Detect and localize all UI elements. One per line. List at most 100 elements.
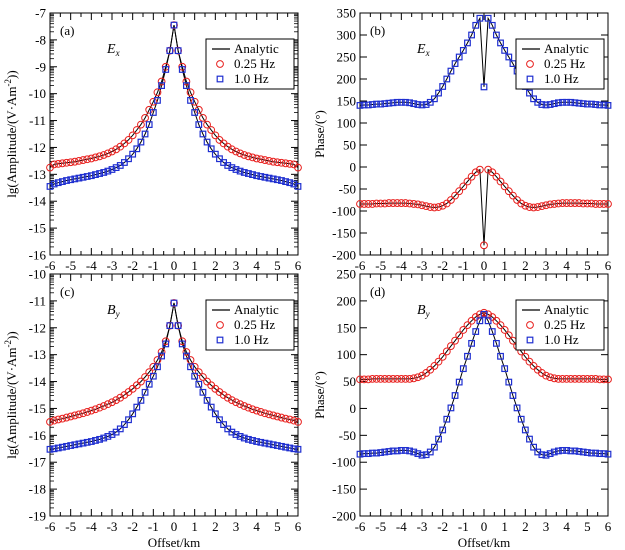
panel-label: (b) — [370, 23, 385, 38]
x-tick-label: -3 — [107, 519, 118, 534]
marker-025hz — [356, 200, 364, 208]
marker-10hz — [96, 170, 104, 177]
marker-10hz — [257, 438, 265, 446]
analytic-line-10hz — [359, 313, 609, 456]
panel-c: -6 -5 -4 -3 -2 -1 0 1 2 3 4 5 6-19-18-17-16-15-14-13… — [3, 267, 302, 550]
marker-025hz — [223, 142, 232, 151]
marker-025hz — [583, 199, 592, 208]
marker-10hz — [435, 435, 442, 443]
marker-025hz — [141, 113, 149, 122]
component-subscript: x — [115, 48, 120, 58]
marker-025hz — [223, 393, 232, 402]
marker-025hz — [182, 77, 191, 86]
marker-10hz — [63, 177, 70, 184]
marker-10hz — [377, 449, 385, 456]
marker-10hz — [554, 447, 562, 455]
marker-025hz — [595, 200, 604, 208]
marker-10hz — [178, 340, 186, 348]
marker-10hz — [108, 166, 116, 173]
marker-10hz — [385, 99, 393, 107]
marker-10hz — [158, 82, 166, 90]
x-tick-label: 0 — [171, 258, 178, 273]
marker-10hz — [455, 53, 463, 61]
marker-10hz — [240, 169, 248, 176]
legend-analytic-label: Analytic — [544, 41, 589, 56]
legend-box — [515, 38, 605, 90]
y-tick-label: -13 — [29, 347, 46, 362]
marker-10hz — [96, 435, 104, 443]
y-tick-label: -100 — [332, 455, 356, 470]
y-axis-title-sup: -2 — [3, 340, 13, 348]
marker-025hz — [103, 400, 112, 409]
marker-10hz — [104, 433, 112, 440]
marker-025hz — [91, 405, 100, 414]
marker-10hz — [604, 450, 612, 458]
marker-025hz — [269, 157, 278, 166]
x-tick-label: 5 — [584, 258, 591, 273]
marker-10hz — [509, 392, 517, 399]
y-tick-label: -100 — [332, 204, 356, 219]
marker-10hz — [149, 109, 157, 116]
legend-025hz-label: 0.25 Hz — [544, 317, 585, 332]
marker-10hz — [232, 166, 240, 173]
y-tick-label: -200 — [332, 248, 356, 263]
marker-10hz — [356, 101, 364, 109]
y-tick-label: -13 — [29, 167, 46, 182]
marker-10hz — [501, 46, 509, 54]
marker-10hz — [269, 441, 277, 449]
y-tick-label: -18 — [29, 482, 46, 497]
marker-10hz — [257, 173, 265, 180]
marker-025hz — [256, 408, 265, 416]
marker-025hz — [409, 374, 418, 383]
marker-10hz — [162, 66, 170, 73]
component-label: By — [107, 303, 120, 319]
legend-025hz-label: 0.25 Hz — [234, 56, 275, 71]
marker-025hz — [265, 156, 273, 165]
component-symbol: E — [106, 42, 116, 57]
marker-10hz — [174, 47, 182, 55]
marker-025hz — [393, 199, 402, 207]
marker-025hz — [385, 199, 393, 207]
marker-025hz — [137, 120, 145, 129]
marker-10hz — [542, 451, 550, 459]
marker-10hz — [67, 176, 75, 184]
marker-025hz — [240, 402, 249, 410]
marker-10hz — [364, 101, 372, 109]
marker-025hz — [537, 369, 546, 377]
marker-025hz — [389, 374, 397, 383]
marker-10hz — [559, 98, 566, 106]
marker-10hz — [75, 440, 83, 448]
marker-10hz — [426, 98, 434, 106]
marker-10hz — [87, 438, 95, 445]
marker-025hz — [157, 348, 166, 356]
y-tick-label: -14 — [29, 374, 47, 389]
x-tick-label: 2 — [522, 258, 529, 273]
y-tick-label: 0 — [350, 401, 357, 416]
marker-025hz — [190, 97, 199, 106]
marker-025hz — [587, 199, 596, 208]
marker-10hz — [571, 99, 579, 107]
marker-10hz — [187, 363, 194, 371]
marker-10hz — [50, 445, 58, 453]
marker-025hz — [207, 126, 216, 134]
y-tick-label: -150 — [332, 226, 356, 241]
y-tick-label: 0 — [350, 160, 357, 175]
analytic-line-10hz — [49, 302, 299, 450]
x-tick-label: -3 — [417, 258, 428, 273]
panel-label: (a) — [60, 23, 74, 38]
panel-label: (c) — [60, 284, 74, 299]
x-tick-label: 1 — [191, 519, 198, 534]
x-tick-label: 0 — [481, 519, 488, 534]
marker-025hz — [87, 154, 96, 163]
marker-10hz — [249, 171, 256, 179]
marker-10hz — [567, 447, 575, 455]
marker-10hz — [521, 426, 529, 434]
y-tick-label: -7 — [35, 6, 46, 21]
component-subscript: y — [115, 309, 120, 319]
marker-025hz — [418, 371, 426, 380]
x-tick-label: -1 — [458, 519, 469, 534]
y-tick-label: 100 — [337, 116, 357, 131]
marker-10hz — [92, 437, 99, 444]
x-tick-label: -5 — [65, 519, 76, 534]
x-tick-label: -6 — [45, 519, 56, 534]
